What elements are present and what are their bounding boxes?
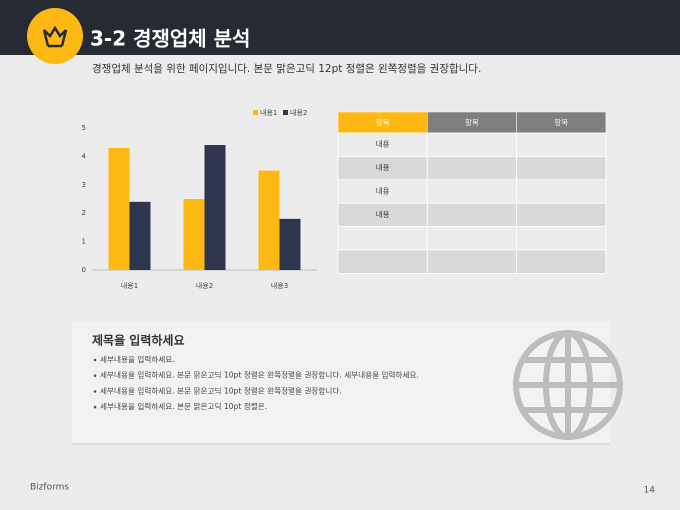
y-tick-label: 1: [82, 238, 86, 246]
y-tick-label: 2: [82, 209, 86, 217]
bullet-list: 세부내용을 입력하세요. 세부내용을 입력하세요. 본문 맑은고딕 10pt 정렬…: [93, 354, 419, 411]
cell: [426, 226, 517, 251]
bullet-text: 세부내용을 입력하세요. 본문 맑은고딕 10pt 정렬은 왼쪽정렬을 권장합니…: [100, 385, 342, 395]
bar: [258, 170, 280, 270]
bar: [129, 201, 151, 270]
cell: [516, 179, 607, 204]
cell: [337, 226, 428, 251]
y-tick-label: 0: [82, 266, 86, 274]
cell: [516, 132, 607, 157]
bar: [183, 199, 205, 270]
chart: 0 1 2 3 4 5 내용1 내용2 내용3 내용1 내용2: [82, 108, 317, 290]
legend-label: 내용2: [290, 108, 307, 117]
cell: [426, 179, 517, 204]
subtitle: 경쟁업체 분석을 위한 페이지입니다. 본문 맑은고딕 12pt 정렬은 왼쪽정…: [92, 62, 481, 75]
legend-label: 내용1: [260, 108, 277, 117]
bullet-dot: [93, 374, 97, 378]
title: 3-2 경쟁업체 분석: [90, 27, 250, 51]
header-bar: [0, 0, 680, 55]
bar: [204, 145, 226, 270]
cell: [337, 249, 428, 274]
header-text: 항목: [465, 118, 479, 127]
x-tick-label: 내용2: [196, 281, 213, 290]
cell: [516, 155, 607, 181]
y-tick-label: 5: [82, 124, 86, 132]
bullet-dot: [93, 358, 97, 362]
x-tick-label: 내용1: [121, 281, 138, 290]
legend-swatch: [283, 110, 288, 115]
brand: Bizforms: [30, 483, 69, 493]
legend-swatch: [253, 110, 258, 115]
cell: [426, 132, 517, 157]
bar: [108, 147, 130, 270]
bullet-text: 세부내용을 입력하세요.: [100, 354, 175, 364]
row-label: 내용: [376, 140, 390, 149]
globe-icon: [513, 330, 623, 440]
cell: [426, 249, 517, 274]
x-tick-label: 내용3: [271, 281, 288, 290]
bullet-text: 세부내용을 입력하세요. 본문 맑은고딕 10pt 정렬은 왼쪽정렬을 권장합니…: [100, 370, 419, 380]
bulb-icon: [42, 25, 68, 48]
y-tick-label: 4: [82, 152, 87, 160]
cell: [516, 226, 607, 251]
bullet-text: 세부내용을 입력하세요. 본문 맑은고딕 10pt 정렬은.: [100, 401, 267, 411]
text-box-title: 제목을 입력하세요: [92, 333, 185, 348]
row-label: 내용: [376, 187, 390, 196]
header-text: 항목: [554, 118, 568, 127]
icon-circle: [27, 8, 83, 64]
cell: [426, 202, 517, 227]
bar: [279, 218, 301, 270]
row-label: 내용: [376, 163, 390, 172]
cell: [426, 155, 517, 181]
bullet-dot: [93, 390, 97, 393]
y-tick-label: 3: [82, 181, 86, 189]
bullet-dot: [93, 405, 97, 409]
row-label: 내용: [376, 210, 390, 219]
page-number: 14: [644, 486, 656, 496]
cell: [516, 202, 607, 227]
header-text: 항목: [376, 118, 390, 127]
cell: [516, 249, 607, 274]
